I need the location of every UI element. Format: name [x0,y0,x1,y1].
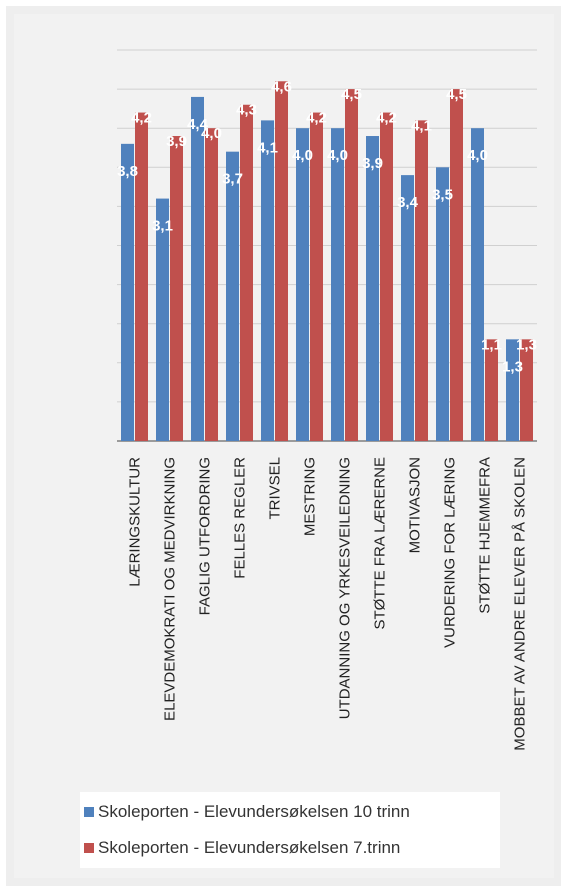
bar-7-trinn [520,339,533,441]
data-label: 4,2 [306,110,327,127]
data-label: 1,3 [516,336,537,353]
data-label: 4,3 [236,102,257,119]
data-label: 3,7 [222,171,243,188]
category-label: TRIVSEL [267,457,284,520]
category-label: VURDERING FOR LÆRING [442,457,459,648]
data-label: 3,4 [397,194,419,211]
category-label: FAGLIG UTFORDRING [197,457,214,615]
bar-10-trinn [121,143,134,441]
data-label: 3,9 [166,133,187,150]
category-label: STØTTE HJEMMEFRA [477,457,494,614]
category-label: MESTRING [302,457,319,536]
bar-10-trinn [366,136,379,441]
category-label: LÆRINGSKULTUR [127,457,144,587]
bar-7-trinn [380,112,393,441]
bar-10-trinn [156,198,169,441]
data-label: 1,3 [502,358,523,375]
legend-label-10-trinn: Skoleporten - Elevundersøkelsen 10 trinn [98,802,410,821]
bar-7-trinn [205,128,218,441]
bar-10-trinn [261,120,274,441]
data-label: 4,4 [187,116,209,133]
data-label: 4,2 [131,110,152,127]
legend: Skoleporten - Elevundersøkelsen 10 trinn… [80,792,500,868]
data-label: 4,5 [341,86,362,103]
category-label: FELLES REGLER [232,457,249,579]
bar-7-trinn [415,120,428,441]
bar-7-trinn [310,112,323,441]
legend-item-7-trinn: Skoleporten - Elevundersøkelsen 7.trinn [84,838,400,858]
bar-10-trinn [191,96,204,442]
bar-10-trinn [401,175,414,441]
bar-7-trinn [240,104,253,442]
legend-item-10-trinn: Skoleporten - Elevundersøkelsen 10 trinn [84,802,410,822]
bar-10-trinn [296,128,309,441]
data-label: 4,5 [446,86,467,103]
data-label: 4,1 [411,117,432,134]
bar-10-trinn [506,339,519,441]
bar-10-trinn [226,151,239,441]
category-label: STØTTE FRA LÆRERNE [372,457,389,630]
bar-10-trinn [436,167,449,442]
legend-swatch-10-trinn [84,807,94,817]
data-label: 3,8 [117,163,138,180]
bar-10-trinn [471,128,484,441]
bar-7-trinn [170,136,183,441]
category-label: ELEVDEMOKRATI OG MEDVIRKNING [162,457,179,721]
data-label: 1,1 [481,336,502,353]
bar-7-trinn [345,89,358,441]
bar-7-trinn [275,81,288,441]
data-label: 4,0 [467,147,488,164]
legend-label-7-trinn: Skoleporten - Elevundersøkelsen 7.trinn [98,838,401,857]
data-label: 3,1 [152,218,173,235]
data-label: 3,5 [432,186,453,203]
data-label: 4,6 [271,78,292,95]
category-label: MOBBET AV ANDRE ELEVER PÅ SKOLEN [512,457,529,751]
data-labels: 3,84,23,13,94,44,03,74,34,14,64,04,24,04… [117,78,537,375]
bar-7-trinn [450,89,463,441]
bar-7-trinn [485,339,498,441]
data-label: 4,2 [376,110,397,127]
gridlines [117,49,537,442]
category-label: MOTIVASJON [407,457,424,553]
data-label: 4,0 [201,125,222,142]
data-label: 4,0 [327,147,348,164]
data-label: 3,9 [362,155,383,172]
category-label: UTDANNING OG YRKESVEILEDNING [337,457,354,719]
bar-10-trinn [331,128,344,441]
legend-swatch-7-trinn [84,843,94,853]
bars [121,81,533,442]
data-label: 4,1 [257,139,278,156]
data-label: 4,0 [292,147,313,164]
category-labels: LÆRINGSKULTUR ELEVDEMOKRATI OG MEDVIRKNIN… [127,457,529,751]
bar-7-trinn [135,112,148,441]
